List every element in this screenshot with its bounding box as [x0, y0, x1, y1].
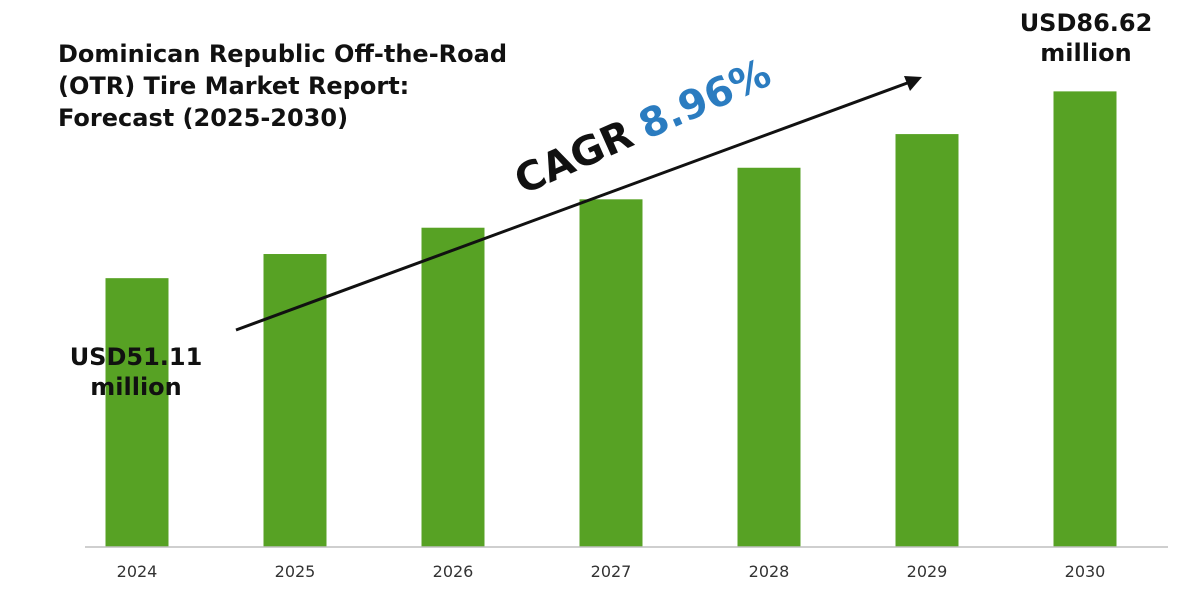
- bar-2026: [421, 227, 485, 547]
- last-value-amount: USD86.62: [1019, 9, 1153, 37]
- x-tick-label-2027: 2027: [591, 562, 632, 581]
- first-value-unit: million: [90, 373, 182, 401]
- x-tick-label-2029: 2029: [907, 562, 948, 581]
- x-tick-label-2026: 2026: [433, 562, 474, 581]
- bar-2025: [263, 254, 327, 547]
- last-value-unit: million: [1040, 39, 1132, 67]
- x-tick-labels: 2024 2025 2026 2027 2028 2029 2030: [117, 562, 1106, 581]
- last-value-label: USD86.62 million: [1016, 8, 1156, 68]
- x-tick-label-2028: 2028: [749, 562, 790, 581]
- first-value-label: USD51.11 million: [66, 342, 206, 402]
- bar-2029: [895, 134, 959, 547]
- trend-arrow-line: [235, 80, 911, 332]
- bar-2027: [579, 199, 643, 547]
- x-tick-label-2024: 2024: [117, 562, 158, 581]
- bar-2024: [105, 278, 169, 547]
- trend-arrow-head-icon: [904, 76, 922, 91]
- trend-arrow: [235, 76, 922, 332]
- bars-group: [105, 91, 1117, 548]
- bar-2028: [737, 167, 801, 547]
- chart-title: Dominican Republic Off-the-Road (OTR) Ti…: [58, 40, 508, 132]
- bar-2030: [1053, 91, 1117, 548]
- first-value-amount: USD51.11: [69, 343, 203, 371]
- x-tick-label-2030: 2030: [1065, 562, 1106, 581]
- x-tick-label-2025: 2025: [275, 562, 316, 581]
